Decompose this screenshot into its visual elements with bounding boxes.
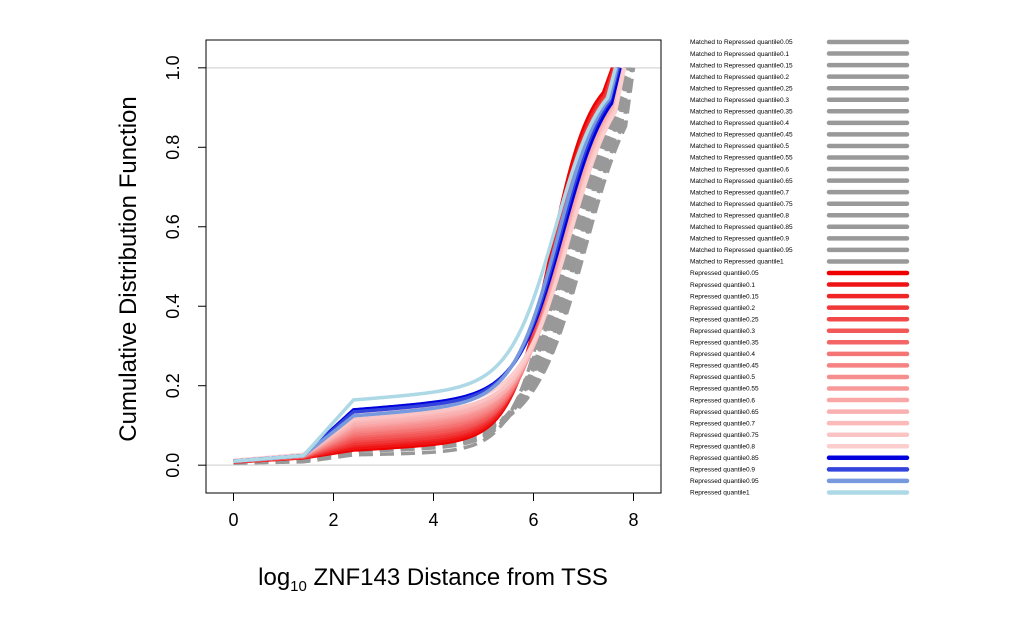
legend-label-13: Matched to Repressed quantile0.7 <box>690 189 789 196</box>
legend-label-15: Matched to Repressed quantile0.8 <box>690 212 789 219</box>
legend-label-29: Repressed quantile0.5 <box>690 374 755 381</box>
reference-lines <box>206 67 661 466</box>
legend-label-4: Matched to Repressed quantile0.25 <box>690 85 793 92</box>
legend-label-3: Matched to Repressed quantile0.2 <box>690 74 789 81</box>
series-line-39 <box>233 67 618 463</box>
legend-label-21: Repressed quantile0.1 <box>690 282 755 289</box>
legend-label-7: Matched to Repressed quantile0.4 <box>690 120 789 127</box>
legend-label-33: Repressed quantile0.7 <box>690 420 755 427</box>
legend-label-19: Matched to Repressed quantile1 <box>690 259 784 266</box>
x-tick-label-4: 8 <box>628 510 638 530</box>
x-tick-label-0: 0 <box>228 510 238 530</box>
y-tick-label-3: 0.6 <box>163 214 183 239</box>
legend-label-18: Matched to Repressed quantile0.95 <box>690 247 793 254</box>
y-tick-label-5: 1.0 <box>163 55 183 80</box>
legend-label-38: Repressed quantile0.95 <box>690 478 759 485</box>
legend-label-6: Matched to Repressed quantile0.35 <box>690 109 793 116</box>
legend-label-5: Matched to Repressed quantile0.3 <box>690 97 789 104</box>
y-tick-label-2: 0.4 <box>163 294 183 319</box>
legend-label-20: Repressed quantile0.05 <box>690 270 759 277</box>
legend-label-35: Repressed quantile0.8 <box>690 443 755 450</box>
x-axis-label: log10 ZNF143 Distance from TSS <box>258 564 608 595</box>
legend-label-10: Matched to Repressed quantile0.55 <box>690 155 793 162</box>
legend-label-23: Repressed quantile0.2 <box>690 305 755 312</box>
x-tick-label-1: 2 <box>328 510 338 530</box>
legend-label-36: Repressed quantile0.85 <box>690 455 759 462</box>
legend-label-26: Repressed quantile0.35 <box>690 340 759 347</box>
legend-label-34: Repressed quantile0.75 <box>690 432 759 439</box>
legend-label-28: Repressed quantile0.45 <box>690 363 759 370</box>
series-layer <box>233 67 636 465</box>
legend-label-2: Matched to Repressed quantile0.15 <box>690 62 793 69</box>
y-axis: 0.0 0.2 0.4 0.6 0.8 1.0 <box>163 55 207 478</box>
legend-label-39: Repressed quantile1 <box>690 490 750 497</box>
legend-label-12: Matched to Repressed quantile0.65 <box>690 178 793 185</box>
y-tick-label-1: 0.2 <box>163 373 183 398</box>
legend-label-24: Repressed quantile0.25 <box>690 316 759 323</box>
y-tick-label-0: 0.0 <box>163 453 183 478</box>
legend-label-25: Repressed quantile0.3 <box>690 328 755 335</box>
legend-label-9: Matched to Repressed quantile0.5 <box>690 143 789 150</box>
legend-label-37: Repressed quantile0.9 <box>690 467 755 474</box>
legend-label-11: Matched to Repressed quantile0.6 <box>690 166 789 173</box>
legend-label-0: Matched to Repressed quantile0.05 <box>690 39 793 46</box>
y-tick-label-4: 0.8 <box>163 135 183 160</box>
x-tick-label-2: 4 <box>428 510 438 530</box>
legend-label-14: Matched to Repressed quantile0.75 <box>690 201 793 208</box>
legend-label-32: Repressed quantile0.65 <box>690 409 759 416</box>
x-tick-label-3: 6 <box>528 510 538 530</box>
x-axis: 0 2 4 6 8 <box>228 492 639 530</box>
legend-label-27: Repressed quantile0.4 <box>690 351 755 358</box>
y-axis-label: Cumulative Distribution Function <box>115 96 142 441</box>
legend-label-8: Matched to Repressed quantile0.45 <box>690 132 793 139</box>
legend-label-30: Repressed quantile0.55 <box>690 386 759 393</box>
legend-label-31: Repressed quantile0.6 <box>690 397 755 404</box>
legend-label-1: Matched to Repressed quantile0.1 <box>690 51 789 58</box>
legend-label-17: Matched to Repressed quantile0.9 <box>690 236 789 243</box>
legend-label-22: Repressed quantile0.15 <box>690 293 759 300</box>
legend-label-16: Matched to Repressed quantile0.85 <box>690 224 793 231</box>
legend: Matched to Repressed quantile0.05 Matched… <box>690 39 910 497</box>
